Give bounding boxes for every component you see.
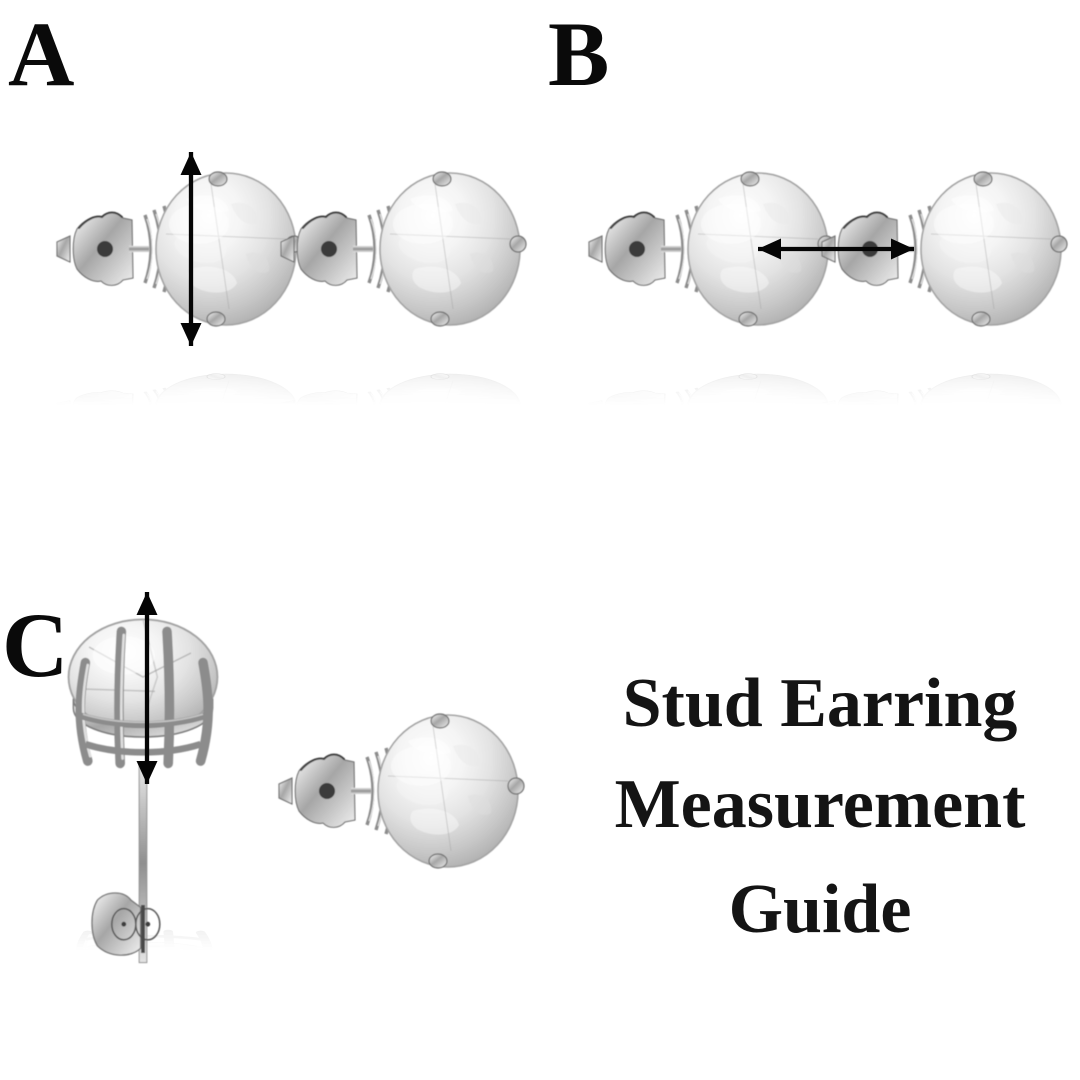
svg-text:Stud Earring: Stud Earring: [623, 665, 1018, 742]
svg-text:B: B: [548, 3, 609, 105]
svg-text:Guide: Guide: [729, 871, 912, 948]
svg-text:C: C: [2, 594, 68, 696]
svg-text:Measurement: Measurement: [615, 766, 1026, 843]
svg-text:A: A: [8, 3, 74, 105]
